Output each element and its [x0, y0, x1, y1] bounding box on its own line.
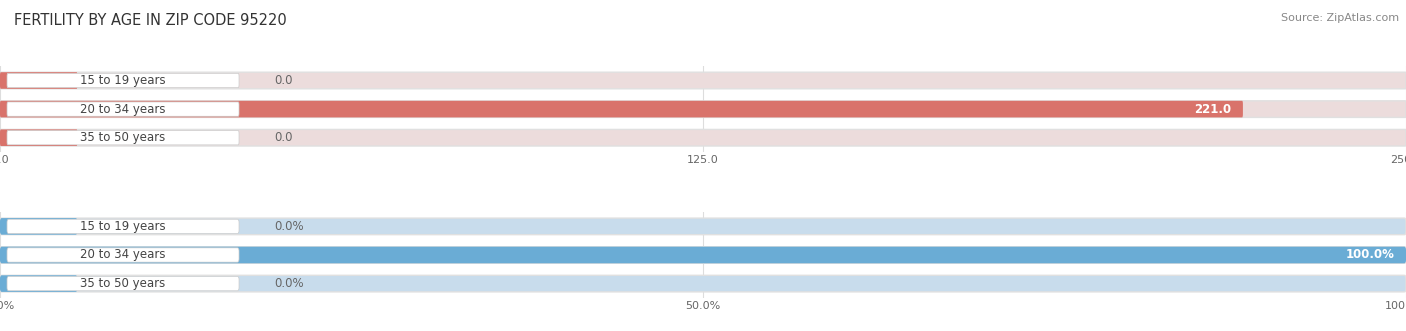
Text: Source: ZipAtlas.com: Source: ZipAtlas.com: [1281, 13, 1399, 23]
FancyBboxPatch shape: [0, 275, 1406, 292]
Text: 0.0%: 0.0%: [274, 220, 304, 233]
Text: 221.0: 221.0: [1195, 103, 1232, 116]
FancyBboxPatch shape: [7, 130, 239, 145]
Text: 0.0: 0.0: [274, 131, 292, 144]
FancyBboxPatch shape: [7, 276, 239, 291]
FancyBboxPatch shape: [0, 275, 77, 292]
Text: 0.0%: 0.0%: [274, 277, 304, 290]
FancyBboxPatch shape: [0, 247, 1406, 263]
FancyBboxPatch shape: [0, 247, 1406, 263]
Text: 0.0: 0.0: [274, 74, 292, 87]
Text: 100.0%: 100.0%: [1346, 249, 1395, 261]
FancyBboxPatch shape: [7, 73, 239, 88]
Text: 20 to 34 years: 20 to 34 years: [80, 249, 166, 261]
FancyBboxPatch shape: [0, 72, 77, 89]
FancyBboxPatch shape: [0, 218, 1406, 235]
FancyBboxPatch shape: [0, 101, 1406, 118]
FancyBboxPatch shape: [0, 72, 1406, 89]
Text: 35 to 50 years: 35 to 50 years: [80, 131, 166, 144]
FancyBboxPatch shape: [7, 248, 239, 262]
FancyBboxPatch shape: [0, 129, 77, 146]
Text: 15 to 19 years: 15 to 19 years: [80, 220, 166, 233]
FancyBboxPatch shape: [0, 101, 1243, 118]
FancyBboxPatch shape: [0, 218, 77, 235]
FancyBboxPatch shape: [0, 129, 1406, 146]
Text: 20 to 34 years: 20 to 34 years: [80, 103, 166, 116]
Text: 15 to 19 years: 15 to 19 years: [80, 74, 166, 87]
FancyBboxPatch shape: [7, 102, 239, 116]
Text: FERTILITY BY AGE IN ZIP CODE 95220: FERTILITY BY AGE IN ZIP CODE 95220: [14, 13, 287, 28]
FancyBboxPatch shape: [7, 219, 239, 234]
Text: 35 to 50 years: 35 to 50 years: [80, 277, 166, 290]
